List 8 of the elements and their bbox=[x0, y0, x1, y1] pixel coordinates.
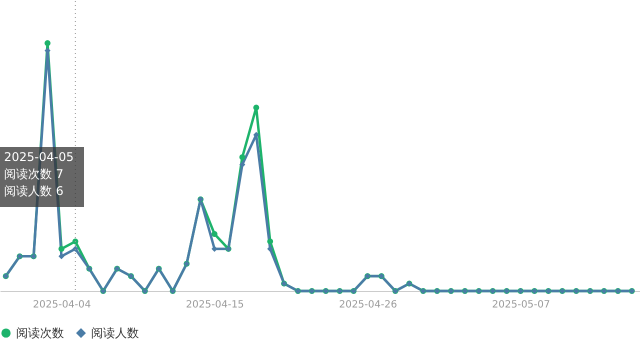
legend-label: 阅读人数 bbox=[91, 326, 139, 340]
annotation: 2025-04-05 阅读次数 7 阅读人数 6 bbox=[4, 150, 74, 198]
x-tick-label: 2025-05-07 bbox=[492, 300, 550, 310]
point bbox=[212, 231, 218, 237]
x-tick-label: 2025-04-26 bbox=[338, 300, 398, 310]
x-tick-label: 2025-04-04 bbox=[32, 300, 92, 310]
x-tick-label: 2025-04-15 bbox=[186, 300, 244, 310]
legend-label: 阅读次数 bbox=[16, 326, 64, 340]
